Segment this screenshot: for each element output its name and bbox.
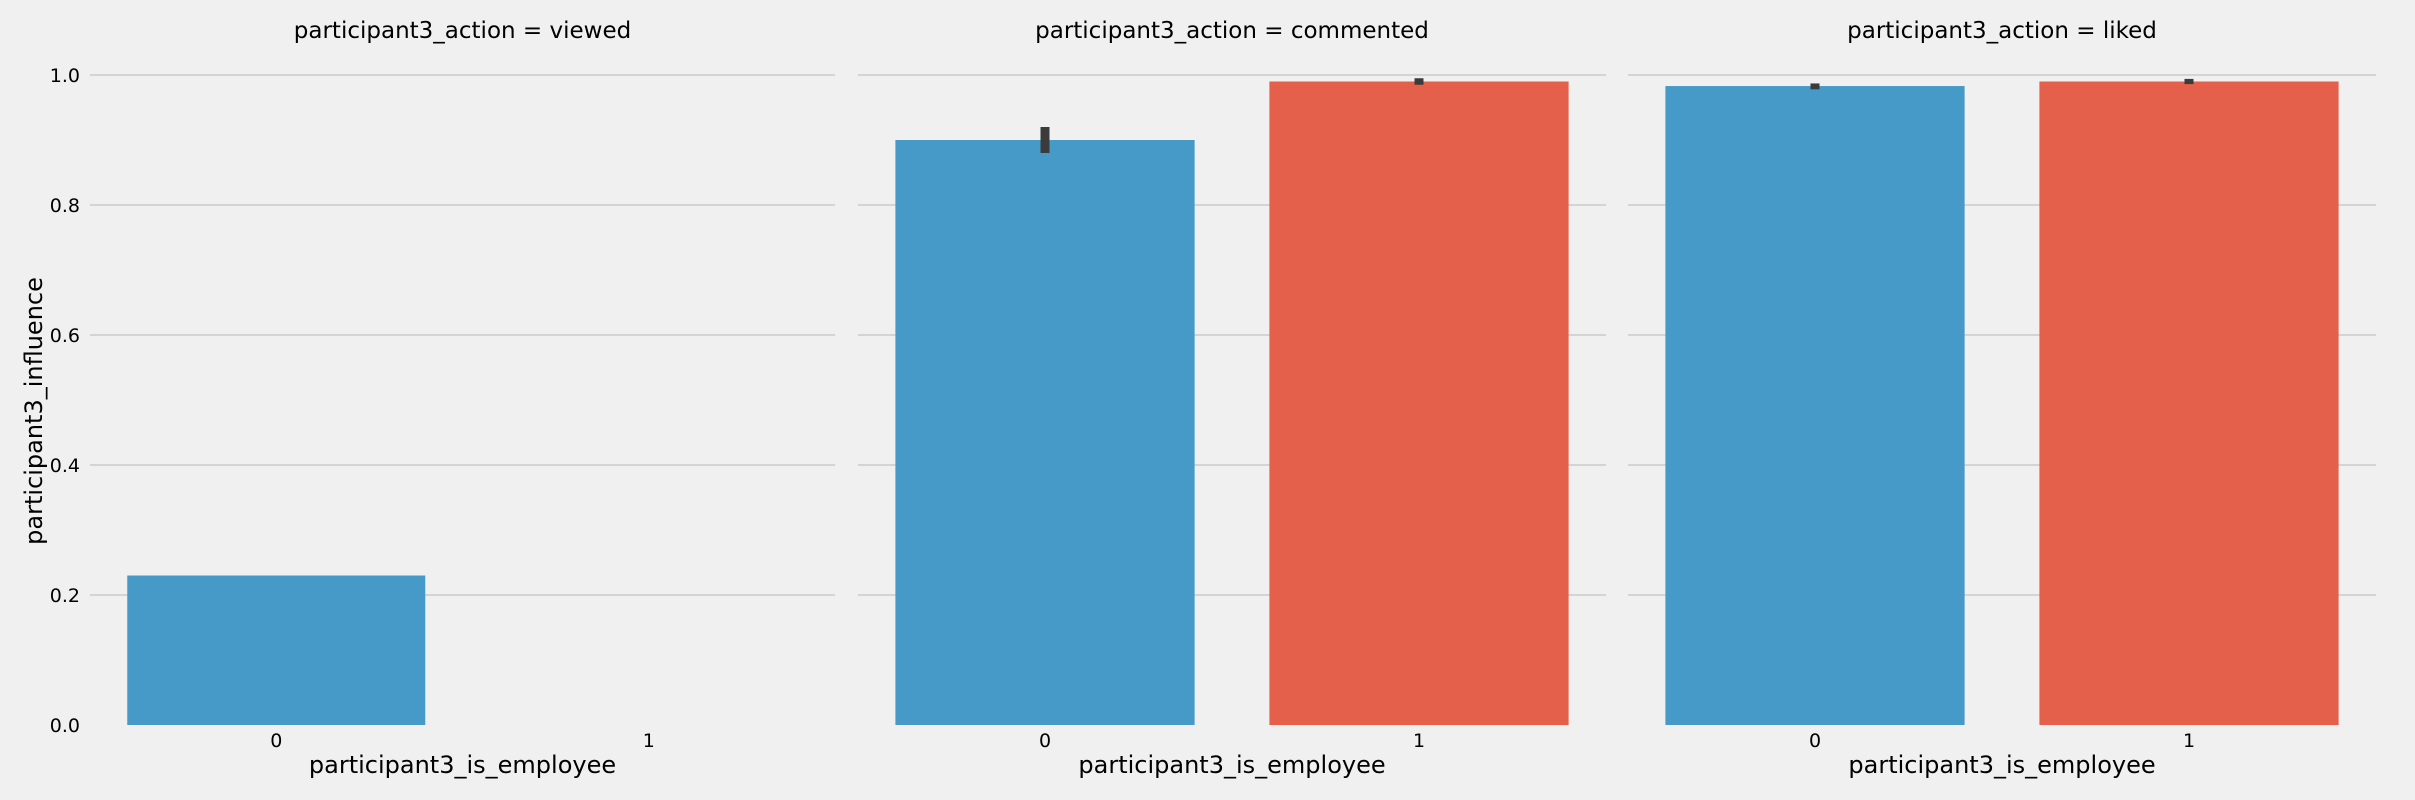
x-tick-label: 1 [2183,730,2195,752]
bar [2039,81,2339,725]
y-tick-label: 0.0 [50,715,80,737]
y-tick-label: 0.8 [50,195,80,217]
facet-title: participant3_action = liked [1847,18,2157,44]
y-tick-label: 0.4 [50,455,80,477]
x-tick-label: 0 [1039,730,1051,752]
y-tick-label: 1.0 [50,65,80,87]
y-tick-label: 0.6 [50,325,80,347]
bar [1269,81,1569,725]
bar [127,575,426,725]
facet-title: participant3_action = commented [1035,18,1429,44]
x-tick-label: 1 [643,730,655,752]
x-tick-label: 1 [1413,730,1425,752]
x-axis-label: participant3_is_employee [1078,751,1385,779]
x-tick-label: 0 [270,730,282,752]
x-tick-label: 0 [1809,730,1821,752]
y-tick-label: 0.2 [50,585,80,607]
y-axis-label: participant3_influence [20,277,48,545]
facet-title: participant3_action = viewed [294,18,631,44]
x-axis-label: participant3_is_employee [309,751,616,779]
x-axis-label: participant3_is_employee [1848,751,2155,779]
bar [1665,86,1965,726]
bar [895,140,1195,725]
